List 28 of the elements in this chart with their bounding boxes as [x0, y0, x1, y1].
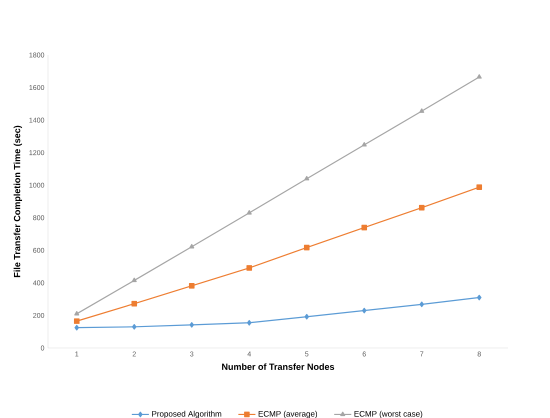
x-axis-title: Number of Transfer Nodes — [222, 363, 334, 370]
point — [362, 308, 366, 314]
legend-label: ECMP (average) — [258, 410, 318, 418]
point — [131, 300, 138, 307]
point — [361, 224, 368, 230]
point — [190, 322, 194, 328]
point — [246, 265, 252, 271]
point — [74, 311, 80, 316]
point — [362, 142, 367, 147]
point — [188, 283, 195, 289]
point — [74, 324, 80, 330]
point — [74, 318, 80, 324]
point — [476, 184, 482, 190]
legend-label: ECMP (worst case) — [354, 410, 422, 418]
point — [304, 176, 310, 180]
point — [304, 244, 310, 250]
point — [418, 204, 425, 210]
point — [246, 210, 252, 215]
legend-label: Proposed Algorithm — [152, 410, 222, 418]
point — [476, 294, 482, 300]
point — [189, 244, 194, 248]
point — [476, 74, 482, 79]
point — [419, 108, 424, 113]
point — [419, 302, 424, 308]
y-axis-title: File Transfer Completion Time (sec) — [14, 126, 22, 278]
point — [304, 314, 309, 320]
point — [132, 278, 137, 282]
point — [132, 324, 136, 330]
